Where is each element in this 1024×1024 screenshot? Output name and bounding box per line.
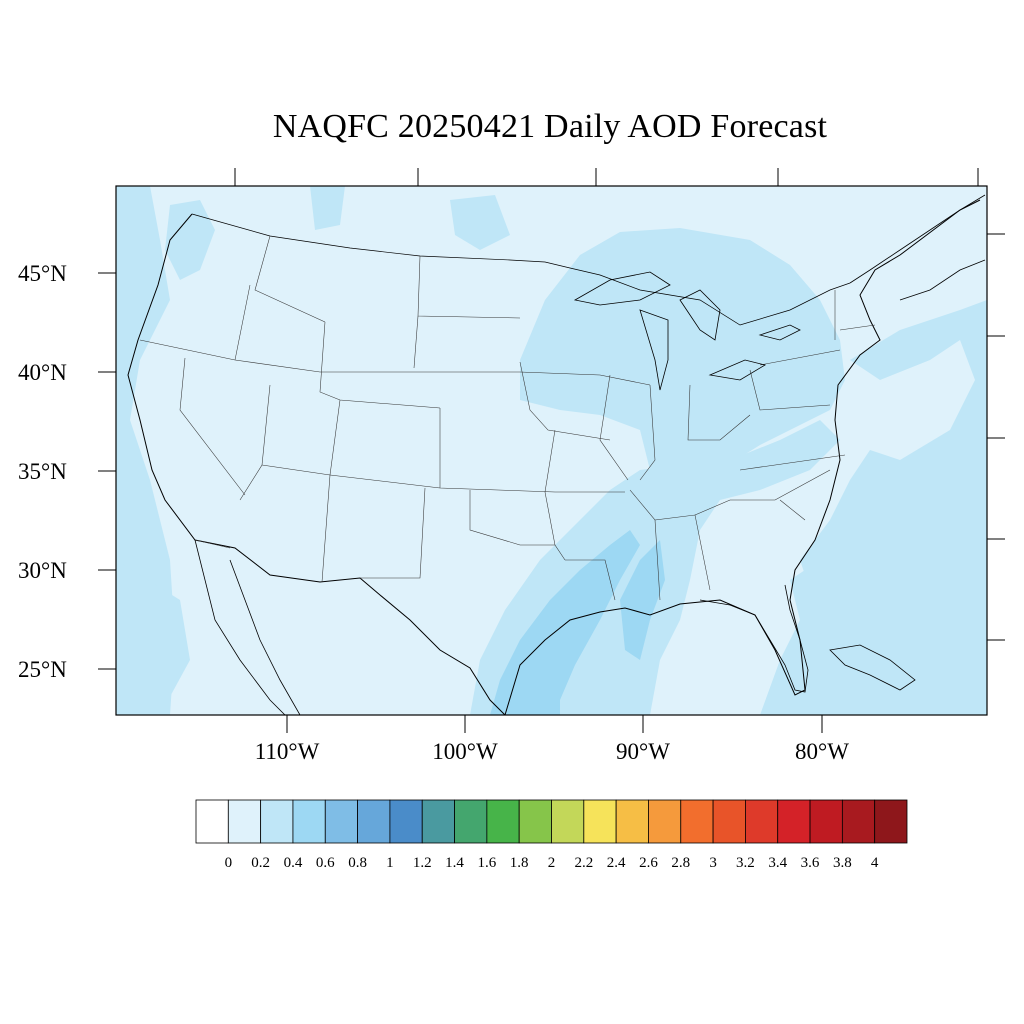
baja-coast	[194, 539, 301, 715]
colorbar-tick-label: 3	[709, 855, 717, 871]
map-title: NAQFC 20250421 Daily AOD Forecast	[272, 108, 828, 145]
lon-label-100w: 100°W	[432, 739, 498, 764]
us-outline	[127, 199, 981, 715]
lat-label-30: 30°N	[18, 558, 67, 583]
canada-border	[191, 213, 851, 326]
colorbar-tick-label: 1.6	[477, 855, 497, 871]
lon-label-80w: 80°W	[795, 739, 849, 764]
aod-region-gulf-peak-2	[620, 540, 665, 660]
right-ticks	[987, 233, 1005, 641]
great-lakes	[573, 271, 801, 391]
colorbar-swatch	[292, 799, 326, 844]
colorbar	[195, 799, 908, 844]
colorbar-tick-label: 0	[224, 855, 233, 871]
colorbar-swatch	[712, 799, 746, 844]
colorbar-tick-label: 0.6	[315, 855, 335, 871]
colorbar-tick-label: 2.8	[671, 855, 691, 871]
state-borders	[139, 235, 876, 601]
lat-label-25: 25°N	[18, 657, 67, 682]
lat-label-35: 35°N	[18, 459, 67, 484]
lon-label-110w: 110°W	[254, 739, 320, 764]
colorbar-tick-label: 1.4	[445, 855, 464, 871]
colorbar-tick-label: 2	[547, 855, 556, 871]
colorbar-swatch	[777, 799, 811, 844]
colorbar-swatch	[518, 799, 552, 844]
colorbar-swatch	[454, 799, 488, 844]
colorbar-swatch	[357, 799, 391, 844]
top-ticks	[234, 168, 979, 186]
colorbar-swatch	[324, 799, 358, 844]
aod-region-northwest	[165, 200, 215, 280]
aod-region-atlantic	[760, 300, 987, 715]
colorbar-tick-label: 3.4	[768, 855, 788, 871]
colorbar-swatch	[648, 799, 682, 844]
colorbar-swatch	[809, 799, 843, 844]
lat-label-45: 45°N	[18, 261, 67, 286]
aod-region-pacific-south	[116, 560, 190, 715]
colorbar-swatch	[421, 799, 455, 844]
colorbar-swatch	[389, 799, 423, 844]
colorbar-swatch	[841, 799, 876, 844]
colorbar-swatch	[583, 799, 617, 844]
colorbar-swatch	[260, 799, 294, 844]
cuba	[829, 644, 916, 691]
colorbar-tick-label: 1	[386, 855, 394, 871]
colorbar-tick-label: 3.2	[736, 855, 755, 871]
colorbar-swatch	[874, 799, 908, 844]
colorbar-tick-label: 0.8	[348, 855, 367, 871]
colorbar-tick-label: 4	[870, 855, 879, 871]
aod-region-canada-west	[450, 195, 510, 250]
colorbar-tick-label: 0.4	[283, 855, 303, 871]
aod-region-gulf-peak	[490, 530, 640, 715]
aod-region-great-lakes	[520, 228, 845, 480]
colorbar-swatch	[227, 799, 262, 844]
colorbar-tick-label: 2.4	[606, 855, 626, 871]
colorbar-tick-label: 3.8	[832, 855, 852, 871]
colorbar-swatch	[745, 799, 779, 844]
florida	[699, 584, 809, 693]
colorbar-tick-label: 2.2	[574, 855, 594, 871]
colorbar-swatch	[615, 799, 649, 844]
colorbar-tick-label: 1.8	[509, 855, 529, 871]
colorbar-tick-label: 1.2	[412, 855, 432, 871]
colorbar-swatch	[680, 799, 714, 844]
colorbar-swatch	[486, 799, 520, 844]
lon-label-90w: 90°W	[616, 739, 670, 764]
aod-region-canada-north	[310, 186, 345, 230]
lat-label-40: 40°N	[18, 360, 67, 385]
bottom-ticks	[286, 715, 823, 733]
map-frame	[115, 185, 988, 716]
left-ticks	[98, 272, 116, 670]
colorbar-swatch	[551, 799, 585, 844]
colorbar-tick-label: 3.6	[800, 855, 820, 871]
colorbar-tick-label: 2.6	[639, 855, 658, 871]
colorbar-tick-label: 0.2	[251, 855, 270, 871]
colorbar-swatch	[195, 799, 229, 844]
canada-east-coast	[849, 194, 986, 301]
